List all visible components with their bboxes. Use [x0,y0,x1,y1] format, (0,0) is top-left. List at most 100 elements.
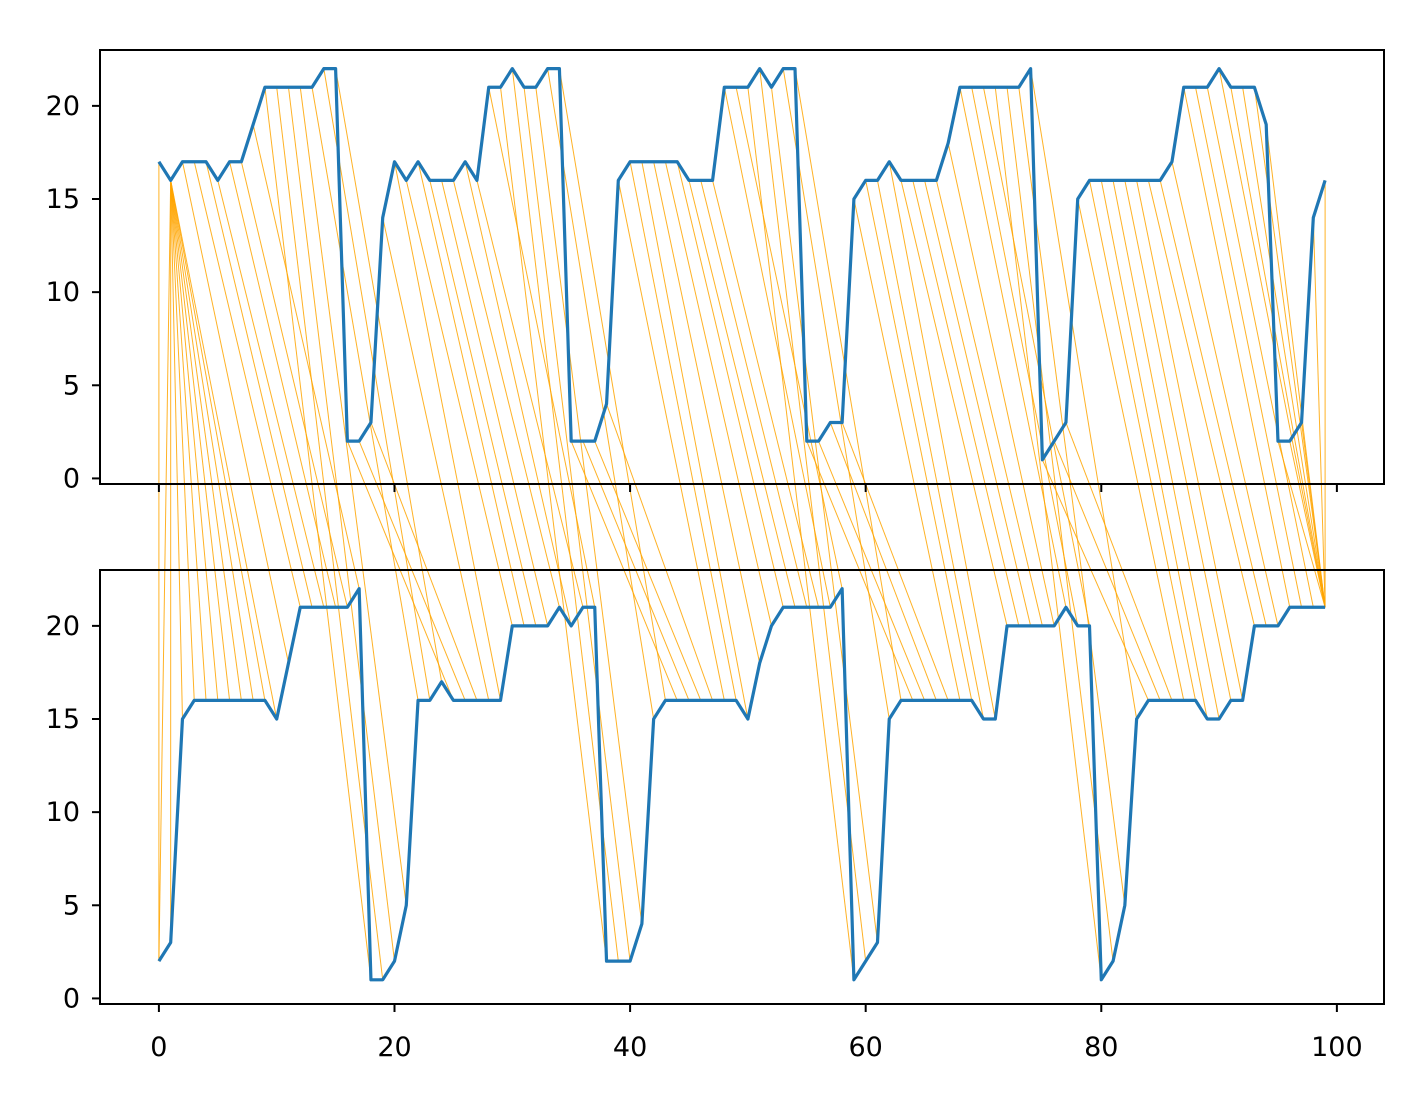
connection-line [982,87,1090,626]
connection-line [252,124,360,589]
connection-line [1230,87,1326,608]
connection-line [829,422,937,701]
connection-line [488,87,596,608]
connection-line [170,180,231,701]
connection-line [629,161,737,701]
connection-line [841,422,949,701]
y-tick-label: 10 [46,277,80,308]
connection-line [853,198,961,701]
connection-line [676,161,784,608]
connection-line [865,180,973,701]
connection-line [523,87,631,962]
connection-line [723,87,831,608]
connection-line [876,180,984,720]
axes-frame [99,49,1385,485]
connection-line [170,180,183,720]
connection-line [217,180,325,608]
connection-line [323,68,431,701]
y-tick-label: 0 [63,463,80,494]
top-panel: 0 5 10 15 20 [46,49,1385,494]
x-tick-label: 60 [849,1032,883,1063]
connection-line [170,180,207,701]
x-tick-label: 40 [613,1032,647,1063]
connection-line [1112,180,1220,720]
y-tick-label: 10 [46,797,80,828]
connection-line [1030,68,1138,720]
connection-line [1242,87,1326,608]
connection-lines [158,68,1326,980]
connection-line [558,68,666,701]
connection-line [947,143,1055,626]
connection-line [1206,87,1314,608]
connection-line [370,422,478,701]
connection-line [712,180,820,608]
connection-line [170,180,254,701]
connection-line [641,161,749,720]
connection-line [1171,161,1279,626]
x-tick-label: 0 [150,1032,167,1063]
connection-line [1195,87,1303,608]
connection-line [181,161,289,664]
connection-line [441,180,549,626]
connection-line [1301,422,1326,608]
connection-line [417,161,525,626]
connection-line [229,161,337,608]
connection-line [912,180,1020,626]
y-tick-label: 20 [46,91,80,122]
connection-line [1041,459,1149,701]
connection-line [547,68,655,720]
y-tick-label: 20 [46,611,80,642]
connection-line [170,180,278,720]
y-tick-label: 15 [46,184,80,215]
y-tick-label: 0 [63,983,80,1014]
connection-line [382,217,490,701]
connection-line [1147,180,1255,626]
connection-line [464,161,572,626]
x-tick-label: 20 [377,1032,411,1063]
connection-line [935,180,1043,626]
connection-line [1136,180,1244,701]
connection-line [264,87,372,980]
connection-line [959,87,1067,608]
connection-line [170,180,242,701]
y-tick-label: 5 [63,890,80,921]
connection-line [335,68,443,682]
x-tick-label: 80 [1084,1032,1118,1063]
connection-line [794,68,902,701]
connection-line [700,180,808,608]
connection-line [1065,422,1173,701]
connection-line [653,161,761,664]
connection-line [1277,441,1326,608]
connection-line [240,161,348,608]
y-tick-label: 15 [46,704,80,735]
connection-line [299,87,407,906]
connection-line [205,161,313,608]
connection-line [1089,180,1197,701]
connection-line [617,180,725,701]
connection-line [170,180,266,701]
connection-line [170,180,195,701]
connection-line [1312,217,1326,608]
connection-line [924,180,1032,626]
connection-line [1100,180,1208,720]
connection-line [606,403,714,701]
connection-line [994,87,1102,980]
connection-line [1183,87,1291,608]
connection-line [900,180,1008,626]
axes-frame [99,569,1385,1005]
connection-line [170,180,219,701]
connection-line [476,180,584,608]
bottom-panel: 0 5 10 15 20 0 20 40 60 80 100 [46,569,1385,1063]
connection-line [193,161,301,608]
connection-line [1077,198,1185,701]
connection-line [971,87,1079,626]
series-line [157,67,1327,462]
connection-line [735,87,843,589]
connection-line [1218,68,1326,608]
connection-line [888,161,996,720]
connection-line [1124,180,1232,701]
connection-line [747,87,855,980]
y-tick-label: 5 [63,370,80,401]
connection-line [1253,87,1326,608]
